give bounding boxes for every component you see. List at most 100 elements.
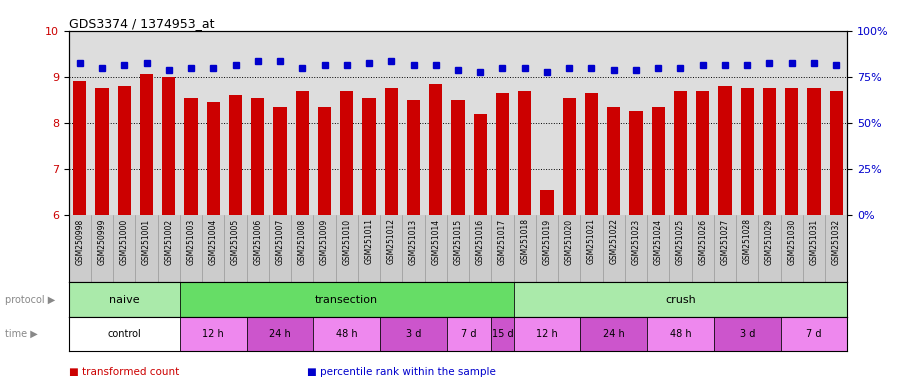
Text: GSM250999: GSM250999 bbox=[98, 218, 106, 265]
Bar bbox=[429, 84, 442, 215]
Text: GSM251006: GSM251006 bbox=[254, 218, 262, 265]
Text: 7 d: 7 d bbox=[462, 329, 477, 339]
Text: GSM251014: GSM251014 bbox=[431, 218, 441, 265]
Text: GSM251005: GSM251005 bbox=[231, 218, 240, 265]
Text: GSM251003: GSM251003 bbox=[187, 218, 195, 265]
Bar bbox=[540, 190, 553, 215]
Text: 12 h: 12 h bbox=[536, 329, 558, 339]
Text: GSM251016: GSM251016 bbox=[475, 218, 485, 265]
Bar bbox=[246, 317, 313, 351]
Bar bbox=[340, 91, 354, 215]
Bar bbox=[518, 91, 531, 215]
Bar bbox=[73, 81, 86, 215]
Bar bbox=[318, 107, 332, 215]
Bar bbox=[562, 98, 576, 215]
Bar bbox=[95, 88, 109, 215]
Bar bbox=[607, 107, 620, 215]
Bar bbox=[496, 93, 509, 215]
Bar bbox=[117, 86, 131, 215]
Text: time ▶: time ▶ bbox=[5, 329, 38, 339]
Bar bbox=[313, 317, 380, 351]
Text: GSM251029: GSM251029 bbox=[765, 218, 774, 265]
Text: GSM251028: GSM251028 bbox=[743, 218, 752, 265]
Text: 24 h: 24 h bbox=[603, 329, 625, 339]
Bar bbox=[447, 317, 491, 351]
Bar bbox=[452, 100, 464, 215]
Bar bbox=[674, 91, 687, 215]
Text: 24 h: 24 h bbox=[269, 329, 291, 339]
Text: GSM251025: GSM251025 bbox=[676, 218, 685, 265]
Bar bbox=[385, 88, 398, 215]
Text: GDS3374 / 1374953_at: GDS3374 / 1374953_at bbox=[69, 17, 214, 30]
Bar bbox=[69, 317, 180, 351]
Text: GSM251004: GSM251004 bbox=[209, 218, 218, 265]
Text: GSM251030: GSM251030 bbox=[787, 218, 796, 265]
Bar bbox=[380, 317, 447, 351]
Bar bbox=[785, 88, 799, 215]
Text: GSM251013: GSM251013 bbox=[409, 218, 418, 265]
Bar bbox=[514, 282, 847, 317]
Text: GSM251008: GSM251008 bbox=[298, 218, 307, 265]
Text: GSM251022: GSM251022 bbox=[609, 218, 618, 265]
Bar bbox=[651, 107, 665, 215]
Text: 7 d: 7 d bbox=[806, 329, 822, 339]
Text: GSM251000: GSM251000 bbox=[120, 218, 129, 265]
Text: GSM251007: GSM251007 bbox=[276, 218, 285, 265]
Bar bbox=[584, 93, 598, 215]
Text: ■ transformed count: ■ transformed count bbox=[69, 367, 179, 377]
Text: protocol ▶: protocol ▶ bbox=[5, 295, 55, 305]
Text: GSM251009: GSM251009 bbox=[320, 218, 329, 265]
Bar bbox=[830, 91, 843, 215]
Text: GSM251019: GSM251019 bbox=[542, 218, 551, 265]
Bar bbox=[407, 100, 420, 215]
Text: 3 d: 3 d bbox=[739, 329, 755, 339]
Bar bbox=[718, 86, 732, 215]
Bar bbox=[491, 317, 514, 351]
Text: GSM251012: GSM251012 bbox=[387, 218, 396, 265]
Text: GSM251024: GSM251024 bbox=[654, 218, 662, 265]
Text: GSM251011: GSM251011 bbox=[365, 218, 374, 265]
Text: 15 d: 15 d bbox=[492, 329, 513, 339]
Text: GSM251017: GSM251017 bbox=[498, 218, 507, 265]
Bar bbox=[180, 282, 514, 317]
Text: GSM250998: GSM250998 bbox=[75, 218, 84, 265]
Bar bbox=[581, 317, 647, 351]
Bar bbox=[763, 88, 776, 215]
Bar bbox=[780, 317, 847, 351]
Bar bbox=[740, 88, 754, 215]
Text: 48 h: 48 h bbox=[670, 329, 692, 339]
Text: GSM251002: GSM251002 bbox=[164, 218, 173, 265]
Text: GSM251023: GSM251023 bbox=[631, 218, 640, 265]
Text: naive: naive bbox=[109, 295, 139, 305]
Bar bbox=[184, 98, 198, 215]
Bar bbox=[251, 98, 265, 215]
Bar bbox=[696, 91, 709, 215]
Bar bbox=[514, 317, 581, 351]
Bar bbox=[273, 107, 287, 215]
Bar bbox=[162, 77, 176, 215]
Bar bbox=[363, 98, 376, 215]
Bar bbox=[229, 95, 242, 215]
Bar bbox=[807, 88, 821, 215]
Text: transection: transection bbox=[315, 295, 378, 305]
Text: crush: crush bbox=[665, 295, 696, 305]
Text: ■ percentile rank within the sample: ■ percentile rank within the sample bbox=[307, 367, 496, 377]
Text: GSM251015: GSM251015 bbox=[453, 218, 463, 265]
Text: control: control bbox=[107, 329, 141, 339]
Text: GSM251020: GSM251020 bbox=[565, 218, 573, 265]
Text: 48 h: 48 h bbox=[336, 329, 357, 339]
Bar bbox=[207, 102, 220, 215]
Text: GSM251031: GSM251031 bbox=[810, 218, 818, 265]
Bar bbox=[474, 114, 487, 215]
Text: GSM251010: GSM251010 bbox=[343, 218, 351, 265]
Bar bbox=[647, 317, 714, 351]
Bar bbox=[296, 91, 309, 215]
Text: GSM251026: GSM251026 bbox=[698, 218, 707, 265]
Text: 12 h: 12 h bbox=[202, 329, 224, 339]
Text: GSM251001: GSM251001 bbox=[142, 218, 151, 265]
Bar bbox=[69, 282, 180, 317]
Text: 3 d: 3 d bbox=[406, 329, 421, 339]
Text: GSM251021: GSM251021 bbox=[587, 218, 596, 265]
Bar bbox=[140, 74, 153, 215]
Text: GSM251032: GSM251032 bbox=[832, 218, 841, 265]
